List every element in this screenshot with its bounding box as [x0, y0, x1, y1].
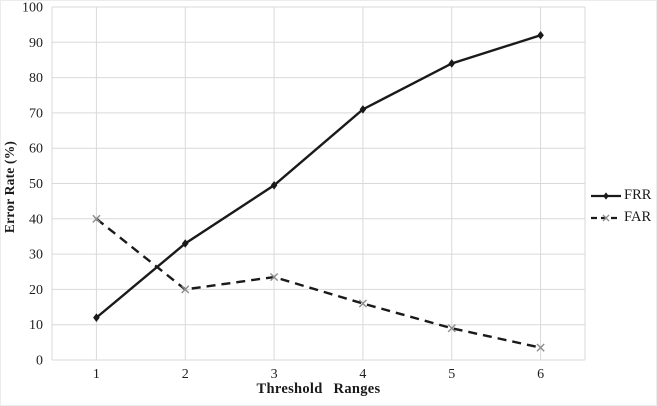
frr-marker-diamond-icon [603, 191, 609, 200]
x-axis-title: Threshold Ranges [256, 381, 381, 397]
y-tick-label: 80 [29, 71, 43, 86]
y-tick-label: 40 [29, 212, 43, 227]
frr-line-sample-icon [590, 189, 622, 203]
y-axis-title: Error Rate (%) [2, 140, 17, 234]
y-tick-label: 30 [29, 248, 43, 263]
y-tick-label: 100 [22, 1, 43, 16]
frr-marker-diamond-icon [359, 105, 367, 114]
far-legend-label: FAR [624, 209, 652, 225]
far-sample-svg [591, 213, 621, 222]
x-tick-label: 4 [359, 367, 366, 382]
y-tick-label: 70 [29, 106, 43, 121]
x-tick-label: 2 [182, 367, 189, 382]
far-marker-x-icon [536, 343, 545, 352]
legend-item-far: FAR [590, 208, 651, 227]
y-tick-label: 20 [29, 283, 43, 298]
frr-marker-diamond-icon [448, 59, 456, 68]
frr-sample-svg [591, 191, 621, 200]
frr-marker-diamond-icon [181, 239, 189, 248]
frr-marker-diamond-icon [270, 180, 278, 190]
x-tick-label: 6 [537, 367, 544, 382]
far-marker-x-icon [447, 324, 456, 333]
y-tick-label: 0 [36, 354, 43, 369]
x-tick-label: 5 [448, 367, 455, 382]
far-marker-x-icon [181, 285, 190, 294]
far-marker-x-icon [92, 214, 101, 223]
frr-legend-label: FRR [624, 187, 652, 203]
far-line [95, 217, 541, 349]
y-tick-label: 90 [29, 36, 43, 51]
x-tick-label: 3 [271, 367, 278, 382]
y-tick-label: 50 [29, 177, 43, 192]
far-line-sample-icon [590, 211, 622, 225]
legend: FRR FAR [590, 186, 651, 227]
legend-item-frr: FRR [590, 186, 651, 205]
y-tick-label: 10 [29, 318, 43, 333]
frr-marker-diamond-icon [537, 30, 544, 40]
y-tick-label: 60 [29, 142, 43, 157]
x-tick-label: 1 [93, 367, 100, 382]
frr-marker-diamond-icon [93, 313, 100, 322]
frr-line [95, 34, 541, 319]
far-marker-x-icon [602, 213, 610, 222]
far-marker-x-icon [358, 299, 368, 308]
far-marker-x-icon [269, 272, 279, 282]
